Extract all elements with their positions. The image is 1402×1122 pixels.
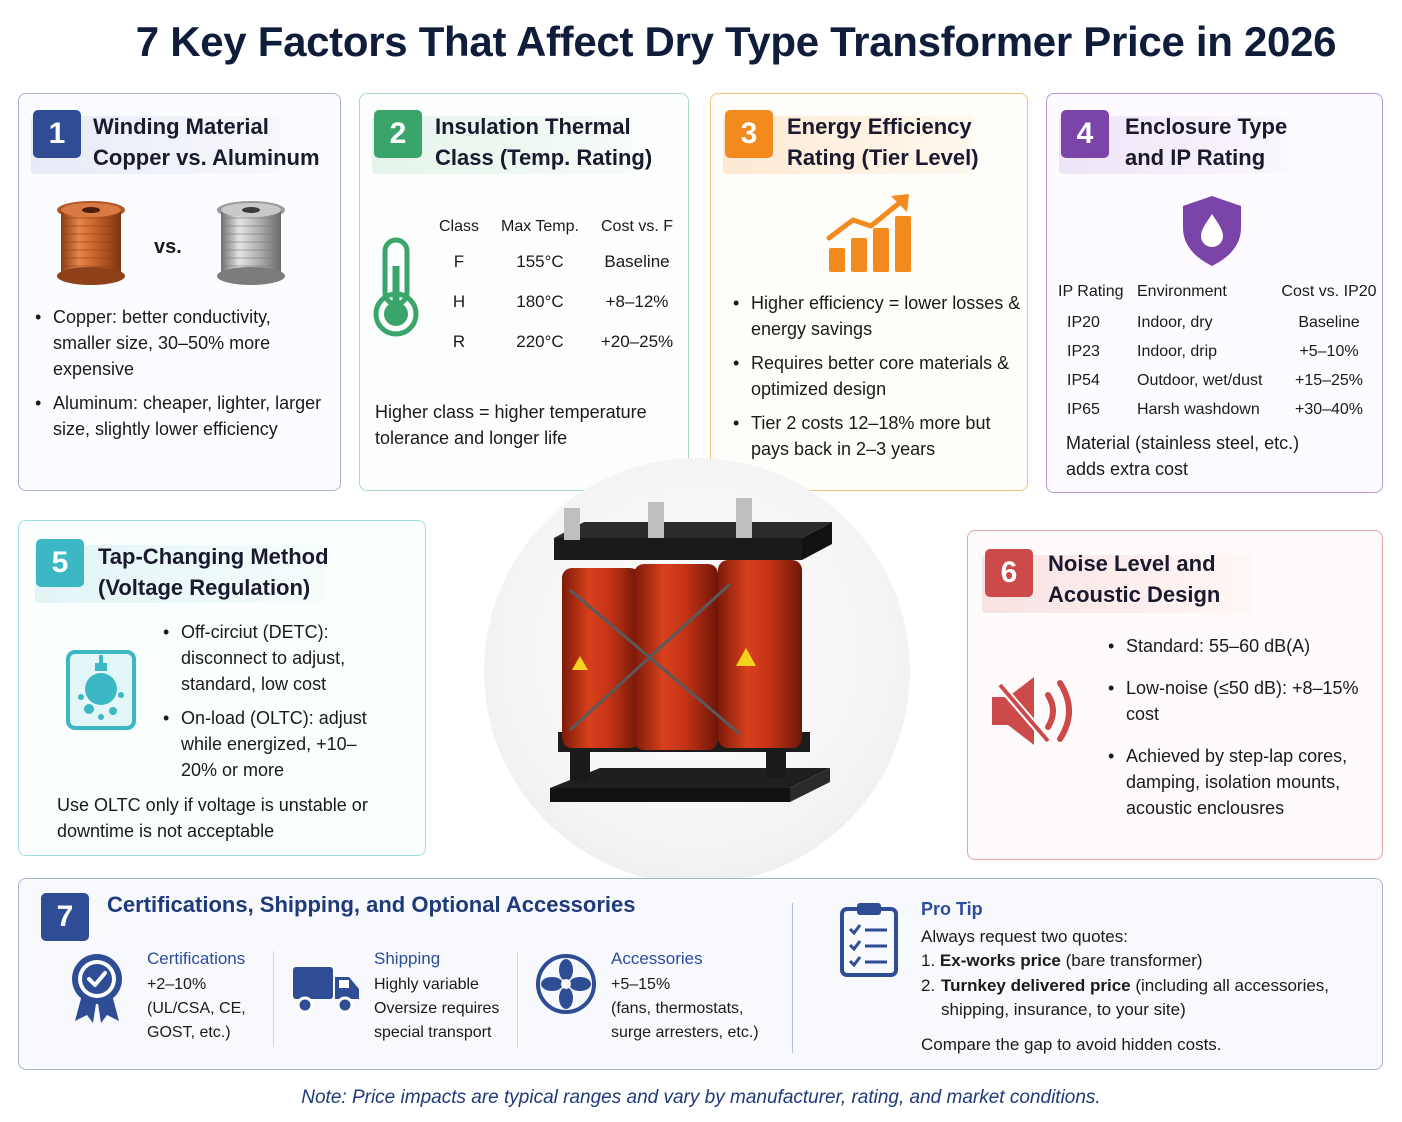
card-title: Winding Material Copper vs. Aluminum (93, 114, 320, 170)
card-title: Energy Efficiency Rating (Tier Level) (787, 114, 979, 170)
winding-bullets: Copper: better conductivity, smaller siz… (33, 304, 333, 450)
bullet-copper: Copper: better conductivity, smaller siz… (33, 304, 333, 382)
card-title: Tap-Changing Method (Voltage Regulation) (98, 544, 329, 600)
table-cell: 155°C (516, 252, 564, 271)
thermal-class-table: Class Max Temp. Cost vs. F F 155°C Baselin… (428, 212, 684, 362)
table-cell: Indoor, dry (1137, 313, 1213, 331)
table-cell: H (452, 292, 466, 311)
pro-tip-item-1: 1. Ex-works price (bare transformer) (921, 951, 1203, 970)
table-cell: +20–25% (600, 332, 674, 351)
bullet-efficiency-3: Tier 2 costs 12–18% more but pays back i… (731, 410, 1023, 462)
ip-rating-table: IP Rating Environment Cost vs. IP20 IP20… (1055, 276, 1381, 424)
table-cell: R (452, 332, 466, 351)
page-title: 7 Key Factors That Affect Dry Type Trans… (135, 18, 1337, 65)
card-title: Enclosure Type and IP Rating (1125, 114, 1288, 170)
factor-number-badge: 1 (33, 110, 81, 158)
table-cell: IP20 (1067, 313, 1100, 331)
thermometer-icon (373, 237, 419, 337)
clipboard-checklist-icon (840, 903, 898, 977)
table-cell: 180°C (516, 292, 564, 311)
shipping-text: Highly variable Oversize requires special … (374, 976, 500, 1041)
card-certifications-shipping: 7 Certifications, Shipping, and Optional… (18, 878, 1383, 1070)
pro-tip-closing: Compare the gap to avoid hidden costs. (921, 1035, 1222, 1054)
thermal-note: Higher class = higher temperature tolera… (375, 402, 647, 448)
bullet-detc: Off-circiut (DETC): disconnect to adjust… (161, 619, 385, 697)
table-cell: +5–10% (1299, 342, 1359, 360)
card-title: Noise Level and Acoustic Design (1048, 551, 1221, 607)
copper-coil-icon (57, 201, 125, 285)
shipping-heading: Shipping (374, 949, 441, 968)
footer-note: Note: Price impacts are typical ranges a… (301, 1087, 1101, 1108)
table-cell: IP54 (1067, 371, 1100, 389)
efficiency-bullets: Higher efficiency = lower losses & energ… (731, 290, 1023, 470)
card-tap-changing: 5 Tap-Changing Method (Voltage Regulation… (18, 520, 426, 856)
speaker-mute-icon (992, 677, 1072, 745)
table-cell: Baseline (1298, 313, 1360, 331)
table-header: Cost vs. F (600, 218, 673, 235)
bullet-noise-method: Achieved by step-lap cores, damping, iso… (1106, 743, 1376, 821)
table-header: Max Temp. (501, 218, 579, 235)
card-winding-material: 1 Winding Material Copper vs. Aluminum vs… (18, 93, 341, 491)
table-cell: +15–25% (1294, 371, 1364, 389)
card-insulation-class: 2 Insulation Thermal Class (Temp. Rating)… (359, 93, 689, 491)
table-cell: +30–40% (1294, 400, 1364, 418)
factor-number-badge: 7 (41, 893, 89, 941)
accessories-text: +5–15% (fans, thermostats, surge arresters… (611, 976, 759, 1041)
factor-number-badge: 4 (1061, 110, 1109, 158)
tap-changer-icon (66, 650, 136, 730)
shield-drop-icon (1183, 196, 1241, 266)
accessories-heading: Accessories (611, 949, 703, 968)
table-cell: 220°C (516, 332, 564, 351)
bullet-oltc: On-load (OLTC): adjust while energized, … (161, 705, 385, 783)
card-title: Certifications, Shipping, and Optional A… (107, 892, 636, 917)
bullet-noise-standard: Standard: 55–60 dB(A) (1106, 633, 1376, 659)
card-enclosure-ip: 4 Enclosure Type and IP Rating IP Rating … (1046, 93, 1383, 493)
divider (273, 951, 274, 1047)
table-cell: IP23 (1067, 342, 1100, 360)
table-header: Class (438, 218, 479, 235)
section-divider (792, 903, 793, 1053)
aluminum-coil-icon (217, 201, 285, 285)
bullet-aluminum: Aluminum: cheaper, lighter, larger size,… (33, 390, 333, 442)
table-header: Environment (1137, 283, 1227, 300)
table-cell: Harsh washdown (1137, 400, 1260, 418)
pro-tip-intro: Always request two quotes: (921, 927, 1128, 946)
pro-tip-item-2: 2. Turnkey delivered price (including al… (921, 976, 1330, 1019)
vs-label: vs. (154, 236, 182, 258)
fan-icon (536, 954, 596, 1014)
certifications-heading: Certifications (147, 949, 246, 968)
certification-ribbon-icon (72, 954, 122, 1023)
table-header: Cost vs. IP20 (1281, 283, 1377, 300)
pro-tip-heading: Pro Tip (921, 899, 983, 919)
tap-changing-note: Use OLTC only if voltage is unstable or … (57, 795, 368, 841)
bullet-efficiency-1: Higher efficiency = lower losses & energ… (731, 290, 1023, 342)
truck-icon (293, 967, 359, 1014)
factor-number-badge: 2 (374, 110, 422, 158)
table-cell: Outdoor, wet/dust (1137, 371, 1263, 389)
dry-type-transformer-image (550, 498, 832, 802)
card-title: Insulation Thermal Class (Temp. Rating) (435, 114, 653, 170)
enclosure-note: Material (stainless steel, etc.) adds ex… (1066, 433, 1300, 479)
table-header: IP Rating (1058, 283, 1124, 300)
divider (517, 951, 518, 1047)
table-cell: F (453, 252, 465, 271)
factor-number-badge: 6 (985, 549, 1033, 597)
growth-chart-icon (826, 194, 911, 272)
tap-changing-bullets: Off-circiut (DETC): disconnect to adjust… (161, 619, 385, 791)
table-cell: IP65 (1067, 400, 1100, 418)
bullet-efficiency-2: Requires better core materials & optimiz… (731, 350, 1023, 402)
factor-number-badge: 3 (725, 110, 773, 158)
factor-number-badge: 5 (36, 539, 84, 587)
bullet-noise-low: Low-noise (≤50 dB): +8–15% cost (1106, 675, 1376, 727)
table-cell: Indoor, drip (1137, 342, 1218, 360)
noise-bullets: Standard: 55–60 dB(A) Low-noise (≤50 dB)… (1106, 633, 1376, 829)
certifications-text: +2–10% (UL/CSA, CE, GOST, etc.) (147, 976, 246, 1041)
table-cell: Baseline (604, 252, 670, 271)
table-cell: +8–12% (605, 292, 669, 311)
